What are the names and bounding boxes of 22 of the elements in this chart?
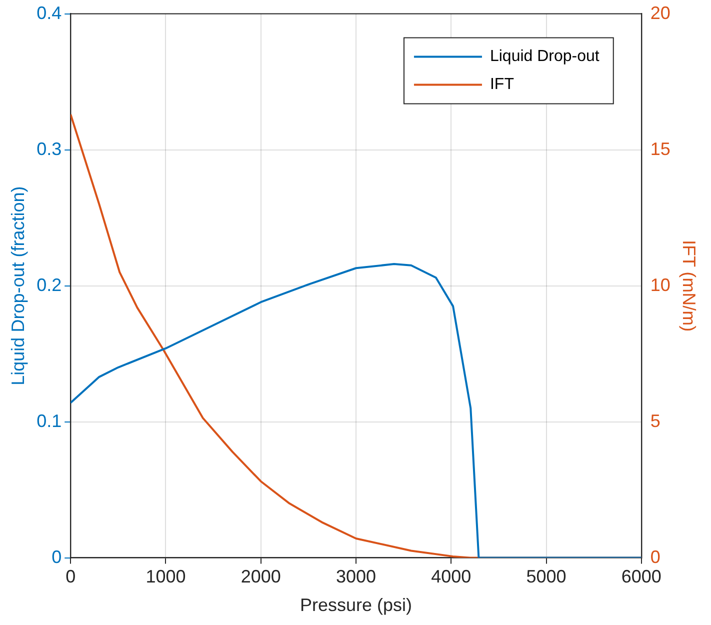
y-tick-label: 0.3: [36, 138, 62, 159]
y-tick-label: 0.2: [36, 274, 62, 295]
legend-label: Liquid Drop-out: [490, 48, 600, 66]
legend-label: IFT: [490, 76, 514, 94]
x-tick-label: 4000: [431, 566, 472, 587]
x-tick-label: 0: [66, 566, 76, 587]
y-tick-label: 0: [52, 546, 62, 567]
y2-tick-label: 10: [650, 274, 670, 295]
y-tick-label: 0.4: [36, 2, 62, 23]
y2-tick-label: 20: [650, 2, 670, 23]
x-tick-label: 5000: [526, 566, 566, 587]
y2-axis-title: IFT (mN/m): [679, 240, 700, 332]
x-tick-label: 2000: [240, 566, 281, 587]
x-tick-label: 1000: [146, 566, 186, 587]
y2-tick-label: 0: [650, 546, 660, 567]
y2-tick-label: 15: [650, 138, 670, 159]
y-axis-title: Liquid Drop-out (fraction): [8, 186, 28, 386]
y-tick-label: 0.1: [36, 410, 62, 431]
x-tick-label: 3000: [336, 566, 376, 587]
y2-tick-label: 5: [650, 410, 660, 431]
x-tick-label: 6000: [621, 566, 662, 587]
x-axis-title: Pressure (psi): [300, 595, 412, 616]
